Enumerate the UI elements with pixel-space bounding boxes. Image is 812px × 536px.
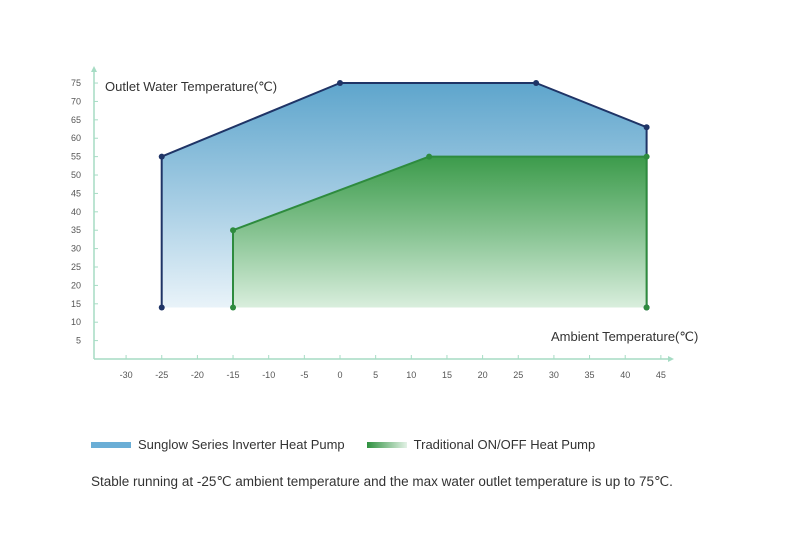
point-onoff-4	[643, 304, 650, 311]
x-tick-label: 5	[373, 370, 378, 380]
legend-label-onoff: Traditional ON/OFF Heat Pump	[413, 437, 596, 452]
point-onoff-3	[643, 153, 650, 160]
legend: Sunglow Series Inverter Heat Pump Tradit…	[91, 437, 617, 452]
y-tick-label: 60	[71, 133, 81, 143]
y-tick-label: 55	[71, 152, 81, 162]
y-axis-label: Outlet Water Temperature(℃)	[105, 79, 277, 94]
x-tick-label: 45	[656, 370, 666, 380]
x-tick-label: 30	[549, 370, 559, 380]
point-onoff-0	[230, 304, 237, 311]
x-axis-arrow	[668, 356, 674, 362]
y-tick-label: 10	[71, 317, 81, 327]
axes-layer: -30 -25 -20 -15 -10 -5 0 5 10 15 20 25 30 35 40 45 5 10 15…	[71, 66, 674, 380]
y-tick-label: 50	[71, 170, 81, 180]
legend-item-onoff: Traditional ON/OFF Heat Pump	[366, 437, 596, 452]
x-axis-label: Ambient Temperature(℃)	[551, 329, 698, 344]
chart-plot: -30 -25 -20 -15 -10 -5 0 5 10 15 20 25 30 35 40 45 5 10 15…	[71, 66, 698, 380]
area-layer	[160, 82, 648, 308]
y-tick-label: 20	[71, 280, 81, 290]
x-tick-label: -10	[262, 370, 275, 380]
point-inverter-3	[533, 80, 540, 87]
point-onoff-2	[426, 153, 433, 160]
y-tick-label: 5	[76, 336, 81, 346]
legend-label-inverter: Sunglow Series Inverter Heat Pump	[138, 437, 345, 452]
y-tick-label: 15	[71, 299, 81, 309]
y-tick-label: 40	[71, 207, 81, 217]
point-inverter-1	[158, 153, 165, 160]
y-tick-label: 70	[71, 96, 81, 106]
y-tick-label: 45	[71, 188, 81, 198]
area-onoff	[233, 156, 647, 308]
x-tick-label: -30	[120, 370, 133, 380]
y-tick-label: 75	[71, 78, 81, 88]
x-tick-label: 10	[406, 370, 416, 380]
legend-swatch-onoff	[366, 441, 407, 448]
x-tick-label: 35	[585, 370, 595, 380]
x-tick-label: 40	[620, 370, 630, 380]
legend-swatch-inverter	[91, 441, 131, 448]
x-tick-label: 15	[442, 370, 452, 380]
y-axis-arrow	[91, 66, 97, 72]
legend-item-inverter: Sunglow Series Inverter Heat Pump	[91, 437, 345, 452]
chart-caption: Stable running at -25℃ ambient temperatu…	[91, 474, 673, 489]
x-tick-label: -15	[227, 370, 240, 380]
x-tick-label: 25	[513, 370, 523, 380]
point-inverter-2	[337, 80, 343, 87]
x-tick-label: 0	[337, 370, 342, 380]
x-tick-label: -20	[191, 370, 204, 380]
y-tick-label: 35	[71, 225, 81, 235]
point-inverter-0	[158, 304, 165, 311]
y-tick-label: 65	[71, 115, 81, 125]
y-tick-label: 25	[71, 262, 81, 272]
points-layer	[158, 80, 650, 311]
x-tick-label: 20	[478, 370, 488, 380]
x-tick-label: -25	[155, 370, 168, 380]
x-tick-label: -5	[300, 370, 308, 380]
point-onoff-1	[230, 227, 237, 234]
point-inverter-4	[643, 124, 650, 131]
y-tick-label: 30	[71, 244, 81, 254]
